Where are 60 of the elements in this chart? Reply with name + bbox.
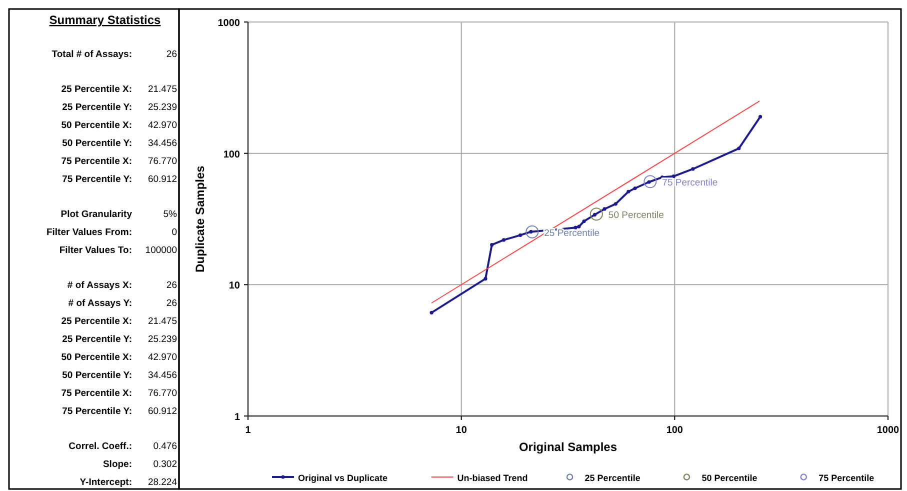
text: 76.770 [148,156,177,167]
annotation: 75 Percentile [662,178,718,189]
text: 25 Percentile X: [61,84,132,95]
text: 60.912 [148,406,177,417]
y-tick-label: 1 [234,412,240,423]
text: Total # of Assays: [52,49,132,60]
text: 21.475 [148,84,177,95]
legend-label: Un-biased Trend [457,473,528,483]
text: # of Assays X: [67,280,132,291]
text: 21.475 [148,316,177,327]
text: 75 Percentile X: [61,388,132,399]
text: 42.970 [148,352,177,363]
legend-label: 50 Percentile [702,473,758,483]
text: 25 Percentile Y: [62,334,132,345]
text: Slope: [102,459,132,470]
text: 0.476 [153,441,177,452]
y-axis-title: Duplicate Samples [193,165,207,272]
y-tick-label: 100 [223,149,240,160]
text: Correl. Coeff.: [68,441,132,452]
text: 75 Percentile Y: [62,174,132,185]
text: 60.912 [148,174,177,185]
text: 5% [163,209,178,220]
x-axis-title: Original Samples [518,440,618,454]
text: Summary Statistics [49,13,162,27]
text: 26 [166,280,177,291]
text: 75 Percentile Y: [62,406,132,417]
x-tick-label: 100 [666,425,684,436]
text: Plot Granularity [60,209,133,220]
text: 28.224 [148,477,177,488]
text: 42.970 [148,120,177,131]
text: Filter Values To: [59,245,132,256]
text: 0 [172,227,177,238]
text: 0.302 [153,459,177,470]
x-tick-label: 10 [456,425,468,436]
text: 50 Percentile X: [61,120,132,131]
text: 100000 [145,245,177,256]
y-tick-label: 10 [228,280,240,292]
text: 76.770 [148,388,177,399]
text: 25 Percentile X: [61,316,132,327]
text: 26 [166,298,177,309]
y-tick-label: 1000 [218,18,240,29]
text: 34.456 [148,138,177,149]
text: 34.456 [148,370,177,381]
text: Y-Intercept: [80,477,132,488]
text: 50 Percentile Y: [62,370,132,381]
text: 26 [166,49,177,60]
text: 50 Percentile X: [61,352,132,363]
text: 25.239 [148,334,177,345]
legend-label: 75 Percentile [818,473,874,483]
text: 50 Percentile Y: [62,138,132,149]
legend-label: 25 Percentile [584,473,640,483]
text: 75 Percentile X: [61,156,132,167]
x-tick-label: 1000 [876,425,900,436]
text: # of Assays Y: [68,298,132,309]
text: 25.239 [148,102,177,113]
annotation: 50 Percentile [608,210,664,222]
x-tick-label: 1 [245,425,252,436]
text: 25 Percentile Y: [62,102,132,113]
legend-label: Original vs Duplicate [298,473,388,483]
text: Filter Values From: [46,227,132,238]
